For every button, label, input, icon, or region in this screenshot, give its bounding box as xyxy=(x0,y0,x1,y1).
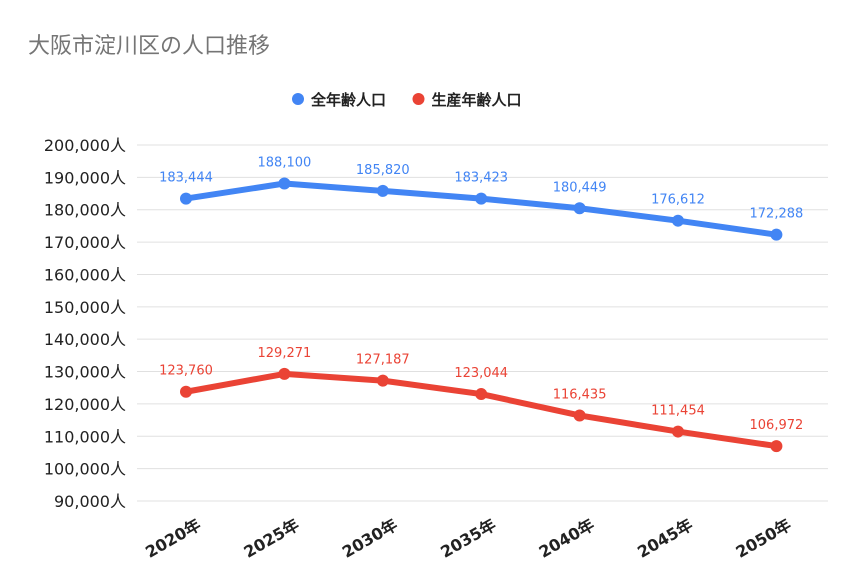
data-point xyxy=(672,214,684,227)
data-label: 116,435 xyxy=(553,387,607,402)
y-tick-label: 190,000人 xyxy=(44,168,126,187)
data-point xyxy=(376,184,389,197)
x-tick-label: 2045年 xyxy=(634,515,696,562)
x-tick-label: 2025年 xyxy=(240,515,302,562)
x-tick-label: 2030年 xyxy=(339,515,401,562)
data-point xyxy=(376,374,389,387)
data-label: 111,454 xyxy=(651,404,705,419)
y-tick-label: 180,000人 xyxy=(44,201,126,220)
data-label: 176,612 xyxy=(651,193,705,208)
data-label: 172,288 xyxy=(750,207,804,222)
legend-marker xyxy=(292,93,304,105)
y-tick-label: 130,000人 xyxy=(44,363,126,382)
x-tick-label: 2020年 xyxy=(142,515,204,562)
legend-label: 全年齢人口 xyxy=(310,91,386,109)
chart-title: 大阪市淀川区の人口推移 xyxy=(28,34,271,59)
x-tick-label: 2040年 xyxy=(536,515,598,562)
data-label: 129,271 xyxy=(258,346,312,361)
y-tick-label: 90,000人 xyxy=(54,492,126,511)
data-point xyxy=(180,385,192,398)
data-label: 185,820 xyxy=(356,163,410,178)
data-label: 106,972 xyxy=(750,418,804,433)
data-point xyxy=(573,202,586,215)
data-label: 123,044 xyxy=(454,366,508,381)
y-tick-label: 100,000人 xyxy=(44,460,126,479)
data-point xyxy=(278,367,291,380)
data-label: 188,100 xyxy=(258,156,312,171)
data-label: 123,760 xyxy=(159,364,213,379)
data-point xyxy=(475,192,488,205)
y-tick-label: 160,000人 xyxy=(44,265,126,284)
legend-marker xyxy=(412,93,425,105)
data-point xyxy=(475,388,488,401)
data-point xyxy=(573,409,586,422)
series-line xyxy=(183,180,780,238)
data-point xyxy=(180,192,192,205)
x-tick-label: 2050年 xyxy=(732,515,794,562)
data-point xyxy=(672,425,684,438)
y-tick-label: 120,000人 xyxy=(44,395,126,414)
data-point xyxy=(278,177,291,190)
y-tick-label: 170,000人 xyxy=(44,233,126,252)
y-tick-label: 150,000人 xyxy=(44,298,126,317)
y-tick-label: 200,000人 xyxy=(44,136,126,155)
y-tick-label: 140,000人 xyxy=(44,330,126,349)
y-tick-label: 110,000人 xyxy=(44,427,126,446)
data-label: 183,444 xyxy=(159,171,213,186)
legend-label: 生産年齢人口 xyxy=(432,91,522,109)
data-label: 127,187 xyxy=(356,353,410,368)
x-tick-label: 2035年 xyxy=(437,515,499,562)
data-point xyxy=(770,228,783,241)
data-label: 180,449 xyxy=(553,180,607,195)
data-point xyxy=(770,440,783,453)
data-label: 183,423 xyxy=(454,171,508,186)
